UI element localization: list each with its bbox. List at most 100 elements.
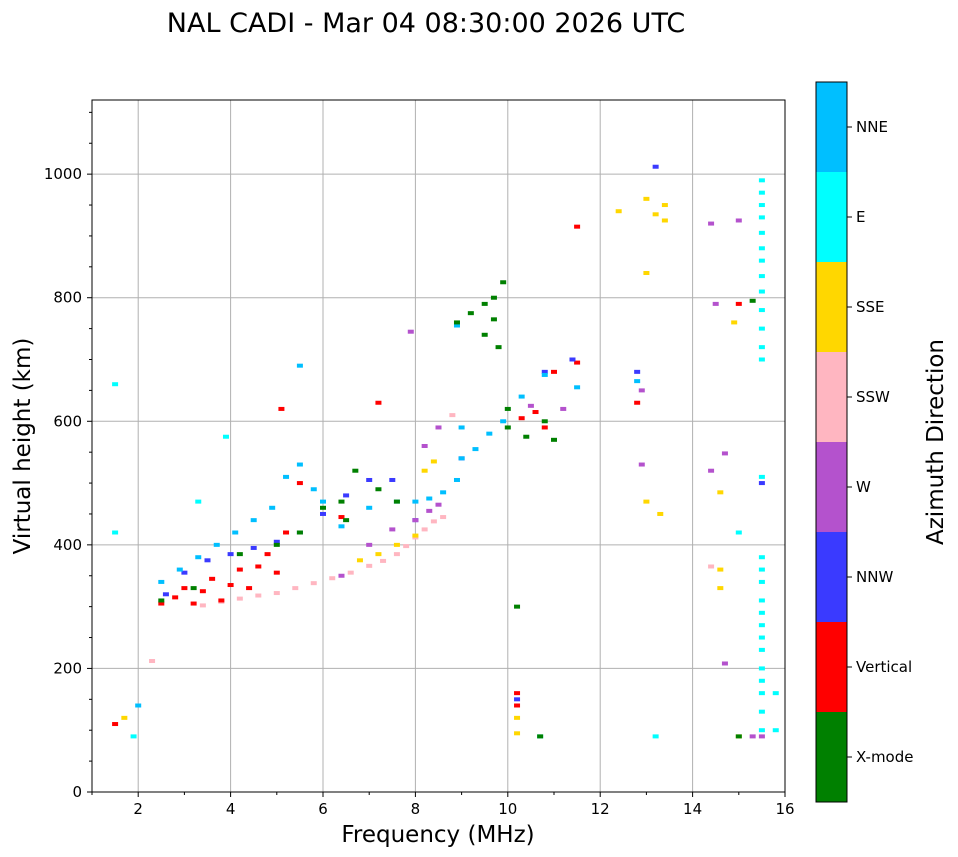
y-tick-label: 600 <box>53 412 82 430</box>
data-point <box>758 709 765 714</box>
data-point <box>518 394 525 399</box>
x-axis-label: Frequency (MHz) <box>341 822 534 848</box>
data-point <box>758 474 765 479</box>
data-point <box>634 379 641 384</box>
colorbar-tick-label: SSE <box>856 298 885 316</box>
data-point <box>310 581 317 586</box>
data-point <box>481 332 488 337</box>
x-tick-label: 16 <box>775 800 794 818</box>
y-axis: 0 200 400 600 800 1000 <box>44 111 92 801</box>
data-point <box>236 552 243 557</box>
plot-frame <box>91 99 786 793</box>
data-point <box>758 345 765 350</box>
data-point <box>190 601 197 606</box>
data-point <box>296 363 303 368</box>
colorbar-frame <box>815 81 848 803</box>
data-point <box>269 505 276 510</box>
data-point <box>758 203 765 208</box>
x-tick-label: 14 <box>683 800 702 818</box>
data-point <box>320 505 326 510</box>
data-point <box>514 697 521 702</box>
data-point <box>758 246 765 251</box>
data-point <box>375 487 382 492</box>
data-point <box>758 258 765 263</box>
data-point <box>758 555 765 560</box>
data-point <box>158 601 165 606</box>
data-point <box>717 586 724 591</box>
data-point <box>661 218 668 223</box>
data-point <box>283 530 290 535</box>
colorbar-segment <box>816 352 847 442</box>
series-ssw <box>149 413 715 664</box>
data-point <box>735 301 742 306</box>
data-point <box>490 295 497 300</box>
data-point <box>712 301 719 306</box>
data-point <box>356 558 363 563</box>
data-point <box>426 508 433 513</box>
data-point <box>758 230 765 235</box>
data-point <box>380 558 387 563</box>
data-point <box>735 530 742 535</box>
data-point <box>296 530 303 535</box>
data-point <box>551 369 557 374</box>
data-point <box>273 542 280 547</box>
data-point <box>426 496 433 501</box>
data-point <box>310 487 317 492</box>
data-point <box>278 406 285 411</box>
data-point <box>393 499 400 504</box>
data-point <box>343 518 350 523</box>
data-point <box>758 274 765 279</box>
colorbar-tick-label: NNW <box>856 568 893 586</box>
data-point <box>758 635 765 640</box>
data-point <box>527 403 534 408</box>
data-point <box>551 437 557 442</box>
data-point <box>190 586 197 591</box>
data-point <box>343 493 350 498</box>
data-point <box>296 462 303 467</box>
data-point <box>449 413 456 418</box>
colorbar-segment <box>816 442 847 532</box>
series-w <box>338 218 765 739</box>
data-point <box>514 703 521 708</box>
data-point <box>758 357 765 362</box>
data-point <box>758 308 765 313</box>
data-point <box>541 425 548 430</box>
x-tick-label: 6 <box>318 800 328 818</box>
data-point <box>403 544 410 549</box>
data-point <box>467 311 474 316</box>
data-point <box>758 691 765 696</box>
data-point <box>537 734 544 739</box>
series-sse <box>121 196 742 739</box>
x-tick-label: 10 <box>498 800 517 818</box>
data-point <box>735 734 742 739</box>
data-point <box>375 400 382 405</box>
data-point <box>758 326 765 331</box>
x-tick-label: 2 <box>133 800 143 818</box>
data-point <box>338 573 345 578</box>
y-tick-label: 800 <box>53 289 82 307</box>
data-point <box>758 678 765 683</box>
data-point <box>264 552 271 557</box>
data-point <box>708 221 715 226</box>
x-tick-label: 4 <box>226 800 236 818</box>
data-point <box>375 552 382 557</box>
data-point <box>758 579 765 584</box>
data-point <box>708 564 715 569</box>
data-point <box>135 703 142 708</box>
data-point <box>458 425 465 430</box>
data-point <box>532 410 539 415</box>
data-point <box>393 552 400 557</box>
data-point <box>149 659 156 664</box>
data-point <box>514 691 521 696</box>
data-point <box>255 593 262 598</box>
data-point <box>772 728 779 733</box>
series-e <box>112 178 779 739</box>
data-point <box>222 434 229 439</box>
data-point <box>495 345 502 350</box>
data-point <box>453 323 460 328</box>
colorbar-tick-label: W <box>856 478 871 496</box>
data-point <box>366 563 373 568</box>
data-point <box>421 444 428 448</box>
data-point <box>523 434 530 439</box>
